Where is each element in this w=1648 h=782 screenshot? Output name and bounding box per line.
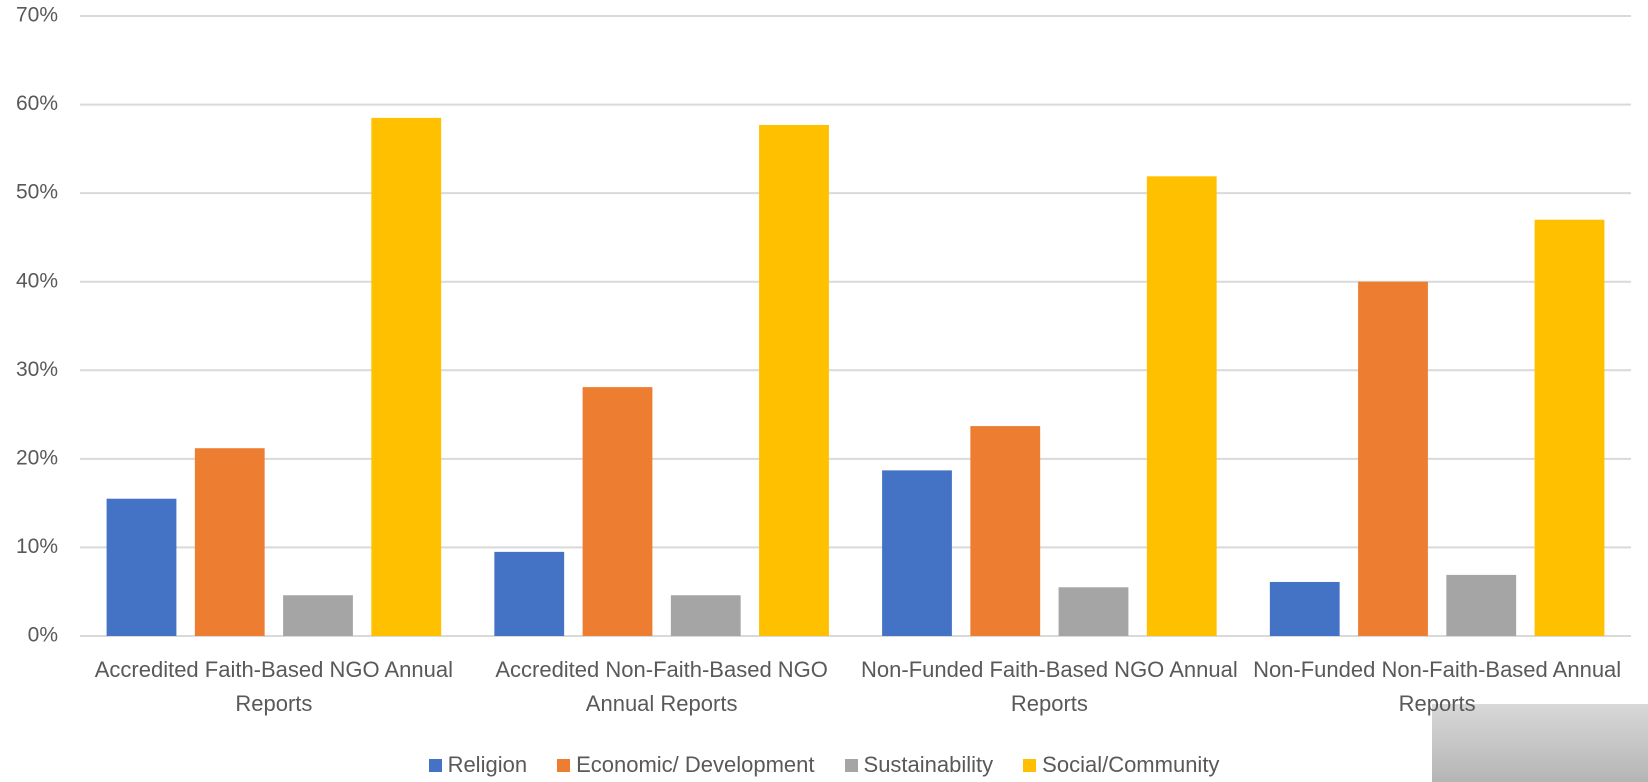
bar [494,551,565,636]
x-tick-label: Non-Funded Faith-Based NGO Annual Report… [861,657,1238,716]
legend-swatch [557,758,571,772]
y-tick-label: 30% [16,358,58,381]
legend-label: Social/Community [1042,752,1220,777]
legend: Religion Economic/ Development Sustainabil… [0,752,1648,778]
y-tick-label: 10% [16,535,58,558]
bar [283,595,353,636]
bar [759,124,829,636]
y-tick-label: 40% [16,269,58,292]
legend-swatch [844,758,858,772]
bar [371,117,442,637]
y-tick-label: 0% [28,624,58,647]
bar [106,498,177,636]
bar [1358,281,1428,636]
bar [1534,219,1605,636]
bar [1146,176,1217,637]
webcam-overlay [1432,704,1648,782]
legend-swatch [428,758,442,772]
y-tick-label: 20% [16,446,58,469]
x-tick-label: Accredited Non-Faith-Based NGO Annual Re… [495,657,828,716]
legend-item: Religion [428,752,528,778]
bar [194,448,265,636]
legend-item: Economic/ Development [557,752,815,778]
legend-swatch [1023,758,1037,772]
legend-label: Religion [447,752,528,777]
legend-item: Sustainability [844,752,994,778]
bar [970,426,1041,636]
bar [882,470,952,636]
legend-label: Sustainability [863,752,994,777]
x-tick-label: Accredited Faith-Based NGO Annual Report… [94,657,454,716]
legend-item: Social/Community [1023,752,1219,778]
bar [1269,581,1340,636]
y-tick-label: 70% [16,4,58,27]
bar [582,387,653,636]
legend-label: Economic/ Development [576,752,815,777]
y-tick-label: 50% [16,181,58,204]
x-tick-label: Non-Funded Non-Faith-Based Annual Report… [1253,657,1622,716]
bar [670,595,741,636]
bar [1058,587,1129,636]
bar [1446,574,1517,636]
y-tick-label: 60% [16,92,58,115]
